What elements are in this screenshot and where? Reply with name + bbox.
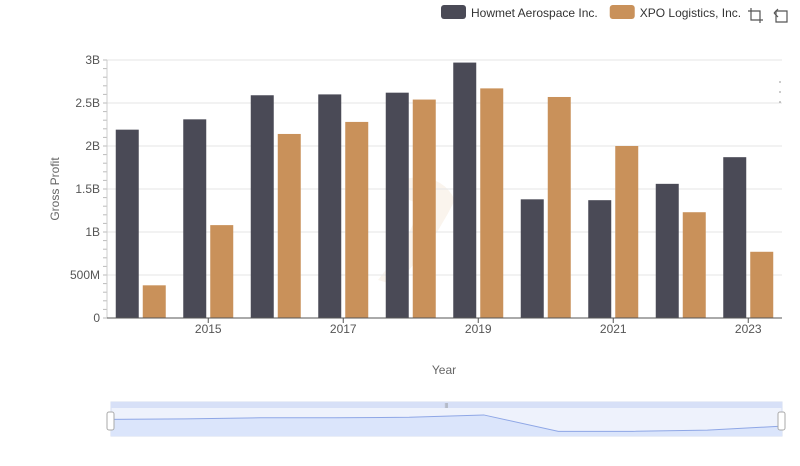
y-tick-label: 3B [85,53,100,67]
x-tick-label: 2023 [735,322,762,336]
navigator-scrollbar[interactable] [111,402,782,408]
reset-icon[interactable] [773,8,788,23]
y-axis-title: Gross Profit [48,157,62,221]
legend-item-howmet[interactable]: Howmet Aerospace Inc. [441,5,598,20]
bar-xpo-2014[interactable] [142,285,166,318]
handle-grip[interactable] [106,411,115,431]
x-tick-label: 2017 [330,322,357,336]
legend-item-xpo[interactable]: XPO Logistics, Inc. [609,5,741,20]
navigator-area [111,414,782,436]
bar-xpo-2018[interactable] [412,99,436,318]
bar-howmet-2017[interactable] [318,94,342,319]
y-tick-label: 2.5B [75,96,100,110]
bar-xpo-2022[interactable] [682,212,706,318]
bar-xpo-2021[interactable] [615,146,639,318]
grid-lines [107,59,782,319]
y-tick-label: 1B [85,225,100,239]
legend-swatch [441,5,466,19]
y-tick-label: 2B [85,139,100,153]
crop-icon[interactable] [748,8,763,23]
x-tick-label: 2019 [465,322,492,336]
axes: 0 500M 1B 1.5B 2B 2.5B 3B 2015 2017 2019 2021 2023 [70,53,782,336]
bar-howmet-2022[interactable] [655,183,679,318]
legend-label: XPO Logistics, Inc. [640,6,741,20]
navigator-left-handle[interactable] [106,411,115,431]
crop-icon-shape [748,8,763,23]
y-tick-label: 500M [70,268,100,282]
y-tick-label: 1.5B [75,182,100,196]
bar-howmet-2023[interactable] [723,157,747,318]
navigator-grip[interactable]: ||| [445,403,449,409]
handle-grip[interactable] [777,411,786,431]
bar-xpo-2023[interactable] [750,251,774,318]
legend-swatch [609,5,635,19]
bar-howmet-2019[interactable] [453,62,477,318]
x-axis-title: Year [432,363,456,377]
bar-howmet-2015[interactable] [183,119,207,318]
bar-howmet-2021[interactable] [588,200,612,318]
bar-howmet-2016[interactable] [250,95,274,318]
legend: Howmet Aerospace Inc. XPO Logistics, Inc. [441,5,741,20]
range-navigator[interactable]: ||| [106,401,786,437]
menu-icon[interactable] [779,81,781,103]
y-tick-label: 0 [93,311,100,325]
chart-toolbar [748,8,788,103]
navigator-right-handle[interactable] [777,411,786,431]
bar-xpo-2017[interactable] [345,121,369,318]
reset-icon-shape [773,8,788,23]
bars [115,62,774,319]
bar-xpo-2019[interactable] [480,88,504,318]
legend-label: Howmet Aerospace Inc. [471,6,598,20]
x-tick-label: 2015 [195,322,222,336]
x-tick-label: 2021 [600,322,627,336]
bar-xpo-2020[interactable] [547,96,571,318]
bar-howmet-2014[interactable] [115,129,139,318]
navigator-line [110,414,783,432]
bar-xpo-2015[interactable] [210,225,234,318]
bar-howmet-2020[interactable] [520,199,544,318]
bar-howmet-2018[interactable] [385,92,409,319]
bar-xpo-2016[interactable] [277,133,301,318]
